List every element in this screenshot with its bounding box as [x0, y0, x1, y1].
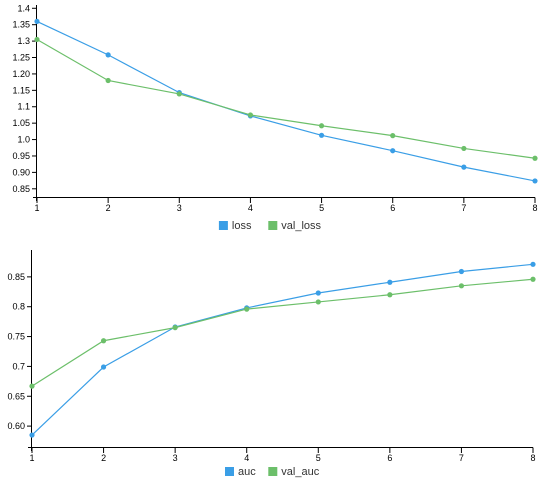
- legend-swatch-loss: [218, 221, 228, 230]
- series-line-loss: [36, 20, 536, 182]
- data-point-auc: [387, 279, 393, 285]
- loss-y-tick-label: 1.15: [12, 85, 30, 95]
- loss-y-tick-label: 1.4: [17, 3, 30, 13]
- loss-x-tick-label: 8: [532, 203, 537, 213]
- data-point-loss: [105, 52, 111, 58]
- data-point-val_loss: [105, 77, 111, 84]
- legend-item-auc[interactable]: auc: [225, 466, 256, 478]
- data-point-auc: [100, 364, 107, 370]
- loss-chart-svg: 0.85 0.90 0.95 1.0 1.05 1.1 1.15 1.20 1.25 1.3 1.3…: [12, 3, 538, 232]
- data-point-loss: [390, 148, 396, 154]
- data-point-loss: [461, 164, 467, 170]
- loss-x-tick-label: 5: [319, 203, 324, 213]
- auc-x-tick-label: 1: [29, 453, 34, 463]
- legend-label-loss: loss: [232, 220, 252, 232]
- data-point-val_auc: [100, 338, 107, 344]
- data-point-val_auc: [29, 383, 35, 389]
- auc-x-tick-label: 8: [530, 453, 535, 463]
- data-point-val_auc: [244, 306, 250, 312]
- loss-y-tick-label: 1.0: [17, 135, 30, 145]
- series-line-auc: [31, 263, 534, 436]
- auc-legend: auc val_auc: [225, 466, 320, 478]
- auc-x-tick-label: 6: [387, 453, 392, 463]
- loss-x-tick-label: 2: [106, 203, 111, 213]
- data-point-val_auc: [387, 292, 393, 298]
- legend-item-loss[interactable]: loss: [218, 220, 252, 232]
- series-line-val_auc: [31, 278, 534, 387]
- loss-x-tick-label: 6: [390, 203, 395, 213]
- data-point-loss: [318, 132, 325, 138]
- auc-y-tick-label: 0.8: [12, 302, 25, 312]
- loss-y-tick-label: 1.20: [12, 69, 30, 79]
- legend-item-val_loss[interactable]: val_loss: [268, 220, 322, 232]
- loss-y-tick-label: 1.25: [12, 53, 30, 63]
- loss-y-tick-label: 0.85: [12, 184, 30, 194]
- loss-x-tick-label: 7: [461, 203, 466, 213]
- legend-label-val_auc: val_auc: [281, 466, 319, 478]
- auc-y-tick-label: 0.65: [7, 391, 25, 401]
- loss-y-tick-label: 0.95: [12, 151, 30, 161]
- data-point-val_loss: [318, 123, 325, 129]
- legend-swatch-val_auc: [268, 467, 278, 476]
- auc-chart-panel: 0.60 0.65 0.7 0.75 0.8 0.85 1 2 3 4 5 6 7 8 auc val_auc: [0, 245, 549, 490]
- auc-x-tick-label: 3: [173, 453, 178, 463]
- data-point-val_loss: [390, 133, 396, 139]
- loss-y-tick-label: 1.3: [17, 36, 30, 46]
- loss-legend: loss val_loss: [218, 220, 322, 232]
- loss-y-tick-label: 1.05: [12, 118, 30, 128]
- data-point-val_loss: [176, 91, 182, 97]
- legend-label-auc: auc: [238, 466, 256, 478]
- data-point-auc: [315, 290, 321, 296]
- auc-x-tick-label: 7: [459, 453, 464, 463]
- auc-chart-svg: 0.60 0.65 0.7 0.75 0.8 0.85 1 2 3 4 5 6 7 8 auc val_auc: [7, 250, 536, 478]
- loss-x-tick-label: 4: [248, 203, 253, 213]
- legend-item-val_auc[interactable]: val_auc: [268, 466, 320, 478]
- data-point-loss: [532, 178, 538, 184]
- auc-y-tick-label: 0.60: [7, 421, 25, 431]
- data-point-loss: [34, 18, 40, 25]
- data-point-auc: [29, 432, 35, 438]
- data-point-val_auc: [315, 299, 321, 305]
- data-point-val_auc: [458, 283, 465, 289]
- data-point-val_auc: [530, 276, 536, 282]
- auc-y-tick-label: 0.7: [12, 361, 25, 371]
- auc-y-tick-label: 0.75: [7, 332, 25, 342]
- auc-x-tick-label: 5: [316, 453, 321, 463]
- auc-y-tick-label: 0.85: [7, 272, 25, 282]
- data-point-auc: [458, 268, 465, 275]
- loss-x-tick-label: 1: [34, 203, 39, 213]
- loss-y-tick-label: 1.1: [17, 102, 30, 112]
- legend-label-val_loss: val_loss: [281, 220, 321, 232]
- loss-chart-panel: 0.85 0.90 0.95 1.0 1.05 1.1 1.15 1.20 1.25 1.3 1.3…: [12, 3, 538, 232]
- loss-y-tick-label: 0.90: [12, 167, 30, 177]
- auc-x-tick-label: 4: [244, 453, 249, 463]
- auc-x-tick-label: 2: [101, 453, 106, 463]
- data-point-val_loss: [532, 155, 538, 161]
- data-point-val_loss: [247, 112, 254, 118]
- data-point-val_auc: [172, 325, 178, 331]
- legend-swatch-auc: [225, 467, 234, 476]
- data-point-val_loss: [34, 36, 40, 43]
- series-line-val_loss: [36, 38, 536, 159]
- legend-swatch-val_loss: [268, 221, 278, 230]
- data-point-val_loss: [461, 145, 467, 152]
- data-point-auc: [530, 261, 536, 267]
- loss-y-tick-label: 1.35: [12, 20, 30, 30]
- loss-x-tick-label: 3: [177, 203, 182, 213]
